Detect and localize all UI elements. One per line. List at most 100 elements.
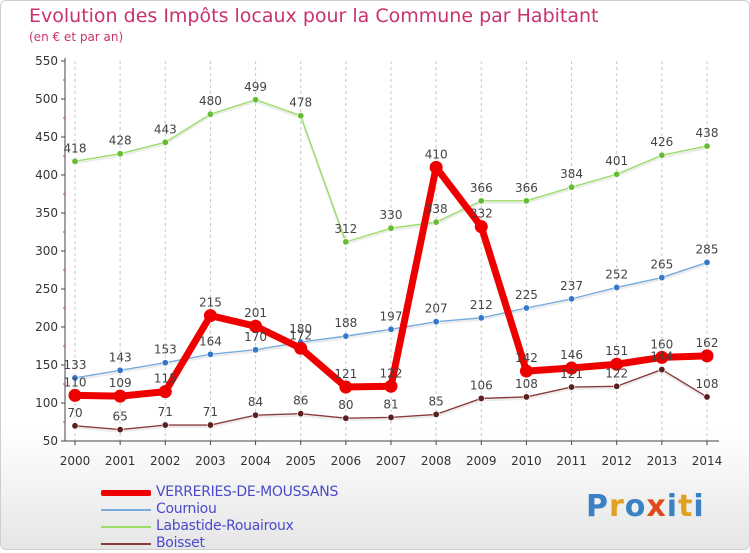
label-verreries-de-moussans-2004: 201: [244, 306, 267, 320]
x-tick-label-2003: 2003: [195, 454, 226, 468]
label-boisset-2001: 65: [113, 410, 128, 424]
label-labastide-rouairoux-2000: 418: [64, 141, 87, 155]
label-courniou-2006: 188: [334, 316, 357, 330]
logo-letter-4: i: [666, 489, 679, 524]
point-courniou-2006: [342, 332, 350, 340]
label-boisset-2010: 108: [515, 377, 538, 391]
point-verreries-de-moussans-2012: [610, 357, 624, 371]
label-labastide-rouairoux-2003: 480: [199, 94, 222, 108]
label-verreries-de-moussans-2001: 109: [109, 376, 132, 390]
point-verreries-de-moussans-2003: [203, 309, 217, 323]
label-verreries-de-moussans-2013: 160: [650, 337, 673, 351]
point-verreries-de-moussans-2001: [113, 389, 127, 403]
logo-letter-2: o: [624, 489, 647, 524]
legend-swatch-verreries: [101, 490, 151, 496]
logo-letter-5: t: [678, 489, 694, 524]
label-boisset-2012: 122: [605, 366, 628, 380]
legend-label-verreries: VERRERIES-DE-MOUSSANS: [156, 484, 339, 500]
label-boisset-2003: 71: [203, 405, 218, 419]
chart-subtitle: (en € et par an): [29, 30, 124, 44]
label-courniou-2005: 180: [289, 322, 312, 336]
point-verreries-de-moussans-2014: [700, 349, 714, 363]
label-verreries-de-moussans-2009: 332: [470, 207, 493, 221]
label-verreries-de-moussans-2002: 115: [154, 372, 177, 386]
logo-letter-3: x: [646, 489, 667, 524]
legend-label-labastide: Labastide-Rouairoux: [156, 518, 294, 534]
point-labastide-rouairoux-2000: [71, 157, 79, 165]
point-boisset-2008: [432, 410, 440, 418]
point-labastide-rouairoux-2009: [477, 197, 485, 205]
x-tick-label-2001: 2001: [105, 454, 136, 468]
point-verreries-de-moussans-2009: [474, 220, 488, 234]
point-boisset-2001: [116, 426, 124, 434]
label-courniou-2010: 225: [515, 288, 538, 302]
label-courniou-2003: 164: [199, 334, 222, 348]
point-verreries-de-moussans-2010: [519, 364, 533, 378]
point-courniou-2014: [703, 258, 711, 266]
label-labastide-rouairoux-2012: 401: [605, 154, 628, 168]
y-tick-label-150: 150: [35, 358, 58, 372]
label-courniou-2014: 285: [696, 242, 719, 256]
point-boisset-2009: [477, 394, 485, 402]
label-boisset-2002: 71: [158, 405, 173, 419]
label-boisset-2014: 108: [696, 377, 719, 391]
label-labastide-rouairoux-2002: 443: [154, 122, 177, 136]
point-labastide-rouairoux-2004: [252, 96, 260, 104]
label-verreries-de-moussans-2007: 122: [380, 366, 403, 380]
point-verreries-de-moussans-2006: [339, 380, 353, 394]
label-courniou-2000: 133: [64, 358, 87, 372]
y-tick-label-300: 300: [35, 244, 58, 258]
label-labastide-rouairoux-2011: 384: [560, 167, 583, 181]
y-tick-label-200: 200: [35, 320, 58, 334]
legend-label-courniou: Courniou: [156, 501, 217, 517]
y-tick-label-350: 350: [35, 206, 58, 220]
y-tick-label-400: 400: [35, 168, 58, 182]
point-labastide-rouairoux-2008: [432, 218, 440, 226]
chart-title: Evolution des Impôts locaux pour la Comm…: [29, 5, 599, 27]
legend-label-boisset: Boisset: [156, 535, 205, 551]
label-boisset-2011: 121: [560, 367, 583, 381]
point-boisset-2002: [161, 421, 169, 429]
point-courniou-2002: [161, 359, 169, 367]
label-boisset-2005: 86: [293, 394, 308, 408]
line-chart: 50 100 150 200 250 300 350 400 450 500 550 2000 2001…: [35, 54, 723, 468]
x-tick-label-2000: 2000: [60, 454, 91, 468]
point-boisset-2004: [252, 411, 260, 419]
label-labastide-rouairoux-2013: 426: [650, 135, 673, 149]
x-tick-label-2013: 2013: [647, 454, 678, 468]
label-labastide-rouairoux-2005: 478: [289, 96, 312, 110]
point-boisset-2011: [568, 383, 576, 391]
point-boisset-2005: [297, 410, 305, 418]
label-boisset-2006: 80: [338, 398, 353, 412]
point-courniou-2000: [71, 374, 79, 382]
point-boisset-2014: [703, 393, 711, 401]
point-labastide-rouairoux-2013: [658, 151, 666, 159]
label-verreries-de-moussans-2008: 410: [425, 147, 448, 161]
x-tick-label-2007: 2007: [376, 454, 407, 468]
x-tick-label-2010: 2010: [511, 454, 542, 468]
point-labastide-rouairoux-2010: [522, 197, 530, 205]
legend-swatch-labastide: [101, 526, 151, 528]
proxiti-logo: Proxiti: [586, 489, 705, 524]
x-tick-label-2012: 2012: [601, 454, 632, 468]
point-boisset-2010: [522, 393, 530, 401]
point-verreries-de-moussans-2002: [158, 385, 172, 399]
point-courniou-2003: [206, 350, 214, 358]
label-labastide-rouairoux-2004: 499: [244, 80, 267, 94]
label-verreries-de-moussans-2006: 121: [334, 367, 357, 381]
label-verreries-de-moussans-2000: 110: [64, 375, 87, 389]
label-labastide-rouairoux-2010: 366: [515, 181, 538, 195]
point-courniou-2009: [477, 314, 485, 322]
x-tick-label-2014: 2014: [692, 454, 723, 468]
point-boisset-2006: [342, 414, 350, 422]
label-courniou-2012: 252: [605, 267, 628, 281]
x-tick-label-2011: 2011: [556, 454, 587, 468]
x-tick-label-2002: 2002: [150, 454, 181, 468]
label-verreries-de-moussans-2005: 172: [289, 328, 312, 342]
logo-letter-0: P: [586, 489, 609, 524]
point-courniou-2012: [613, 283, 621, 291]
series-group: [68, 96, 714, 434]
x-tick-label-2009: 2009: [466, 454, 497, 468]
label-boisset-2007: 81: [383, 397, 398, 411]
label-courniou-2004: 170: [244, 330, 267, 344]
